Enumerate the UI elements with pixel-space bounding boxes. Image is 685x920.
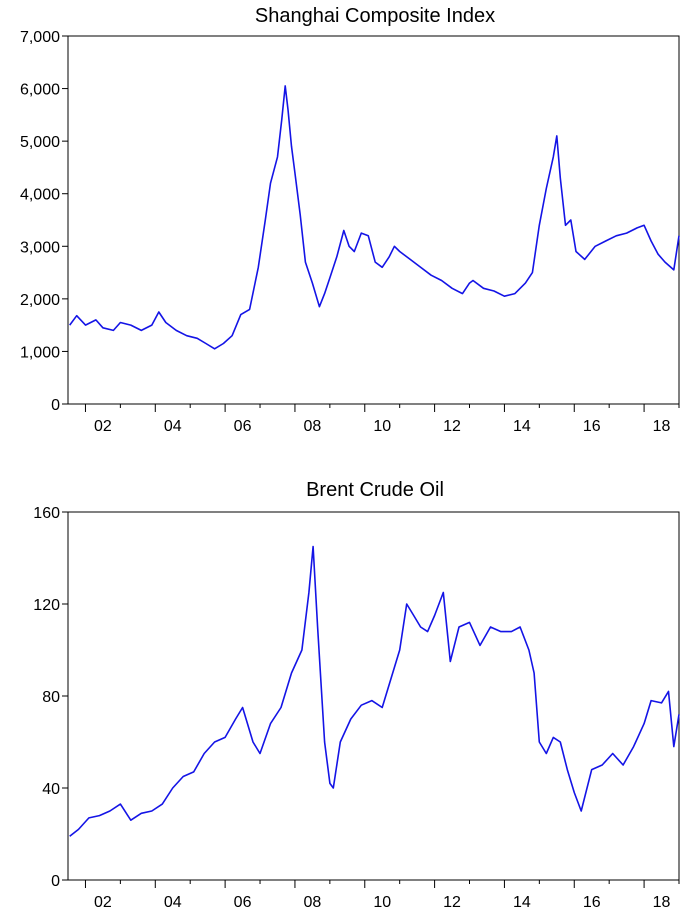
y-tick-label: 4,000 (20, 187, 60, 204)
series-line-shanghai (69, 85, 680, 350)
x-tick-label: 12 (443, 894, 461, 911)
y-tick-label: 160 (33, 505, 60, 522)
plot-frame (67, 35, 680, 405)
y-tick-label: 3,000 (20, 239, 60, 256)
x-tick-label: 08 (304, 418, 322, 435)
y-tick-label: 120 (33, 597, 60, 614)
shanghai-chart: Shanghai Composite Index 0 1,000 2,000 3,00… (20, 5, 680, 435)
x-tick-label: 02 (94, 894, 112, 911)
x-tick-label: 10 (373, 894, 391, 911)
y-tick-label: 0 (51, 873, 60, 890)
y-tick-label: 6,000 (20, 82, 60, 99)
y-axis: 0 1,000 2,000 3,000 4,000 5,000 6,000 7,000 (20, 29, 68, 414)
plot-frame (67, 511, 680, 881)
y-tick-label: 0 (51, 397, 60, 414)
chart-title: Shanghai Composite Index (255, 5, 495, 27)
x-tick-label: 06 (234, 894, 252, 911)
x-tick-label: 18 (653, 418, 671, 435)
chart-title: Brent Crude Oil (306, 479, 444, 501)
y-tick-label: 7,000 (20, 29, 60, 46)
series-line-brent (69, 545, 680, 837)
x-tick-label: 14 (513, 894, 531, 911)
y-tick-label: 40 (42, 781, 60, 798)
x-tick-label: 16 (583, 894, 601, 911)
y-tick-label: 1,000 (20, 344, 60, 361)
x-tick-label: 06 (234, 418, 252, 435)
x-tick-label: 04 (164, 418, 182, 435)
x-tick-label: 14 (513, 418, 531, 435)
y-tick-label: 2,000 (20, 292, 60, 309)
x-axis: 02 04 06 08 10 12 14 16 18 (84, 880, 680, 911)
y-tick-label: 80 (42, 689, 60, 706)
y-axis: 0 40 80 120 160 (33, 505, 68, 890)
x-tick-label: 04 (164, 894, 182, 911)
x-tick-label: 16 (583, 418, 601, 435)
x-tick-label: 08 (304, 894, 322, 911)
y-tick-label: 5,000 (20, 134, 60, 151)
x-tick-label: 10 (373, 418, 391, 435)
x-axis: 02 04 06 08 10 12 14 16 18 (84, 404, 680, 435)
brent-chart: Brent Crude Oil 0 40 80 120 160 02 04 06 08 10 12… (33, 479, 680, 911)
x-tick-label: 12 (443, 418, 461, 435)
x-tick-label: 18 (653, 894, 671, 911)
x-tick-label: 02 (94, 418, 112, 435)
